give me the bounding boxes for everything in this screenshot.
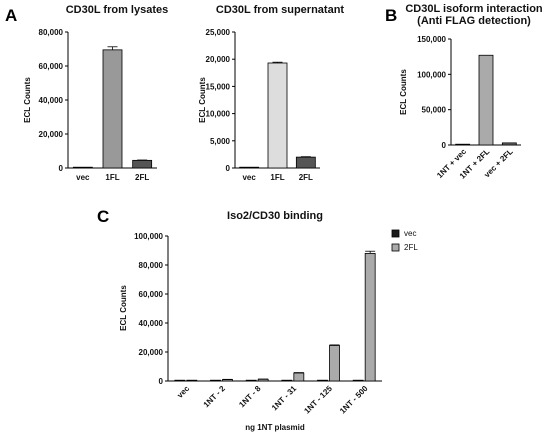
chart1-bar: [132, 159, 153, 169]
chart4-y-tick-label: 80,000: [139, 261, 164, 270]
chart2-y-tick-label: 5,000: [210, 137, 231, 146]
chart3-title: CD30L isoform interaction: [405, 3, 543, 15]
chart4-bar: [317, 379, 328, 382]
chart4-x-axis-label: ng 1NT plasmid: [245, 423, 305, 432]
chart2-x-tick-label: vec: [242, 173, 256, 182]
chart3-y-tick-label: 0: [442, 141, 447, 150]
chart4-legend-label: vec: [404, 229, 416, 238]
chart4-x-tick-label: 1NT - 125: [302, 384, 334, 416]
chart2-bar: [267, 62, 288, 169]
chart3-y-tick-label: 150,000: [417, 35, 446, 44]
chart3-y-axis-label: ECL Counts: [399, 69, 408, 115]
chart2-x-tick-label: 1FL: [270, 173, 284, 182]
chart4-title: Iso2/CD30 binding: [227, 210, 323, 222]
chart4-bar: [174, 379, 186, 382]
chart4-bar: [257, 378, 269, 382]
chart3-bar: [478, 54, 494, 146]
chart1-y-tick-label: 20,000: [39, 130, 64, 139]
panel-letter-a: A: [5, 6, 17, 25]
chart4-x-tick-label: vec: [175, 384, 191, 400]
chart4-y-tick-label: 0: [159, 377, 164, 386]
chart4-x-tick-label: 1NT - 500: [338, 384, 370, 416]
chart2-y-tick-label: 0: [226, 164, 231, 173]
chart4-y-axis-label: ECL Counts: [119, 285, 128, 331]
chart2-y-tick-label: 25,000: [206, 28, 231, 37]
chart1-y-axis-label: ECL Counts: [23, 77, 32, 123]
chart3-y-tick-label: 50,000: [422, 106, 447, 115]
chart1-x-tick-label: vec: [76, 173, 90, 182]
chart1-x-tick-label: 2FL: [135, 173, 149, 182]
chart1-y-tick-label: 0: [59, 164, 64, 173]
chart4-x-tick-label: 1NT - 8: [237, 384, 263, 410]
chart4-y-tick-label: 40,000: [139, 319, 164, 328]
chart2-y-tick-label: 20,000: [206, 55, 231, 64]
chart2-y-tick-label: 15,000: [206, 82, 231, 91]
chart4-y-tick-label: 100,000: [134, 232, 163, 241]
chart4-bar: [364, 252, 376, 382]
chart1-y-tick-label: 60,000: [39, 62, 64, 71]
chart4-bar: [222, 379, 233, 382]
chart2-x-tick-label: 2FL: [299, 173, 313, 182]
chart4-x-tick-label: 1NT - 31: [270, 384, 299, 413]
chart4-bar: [245, 379, 257, 382]
chart4-legend-swatch: [391, 243, 400, 252]
chart4-y-tick-label: 20,000: [139, 348, 164, 357]
chart1-bar: [102, 49, 123, 169]
chart2-title: CD30L from supernatant: [216, 4, 344, 16]
chart4-legend-swatch: [391, 229, 400, 238]
chart3-title: (Anti FLAG detection): [417, 15, 531, 27]
chart4-bar: [210, 379, 221, 382]
chart4-bar: [352, 379, 364, 382]
chart3-y-tick-label: 100,000: [417, 70, 446, 79]
chart4-x-tick-label: 1NT - 2: [202, 384, 228, 410]
panel-letter-c: C: [97, 207, 109, 226]
chart1-title: CD30L from lysates: [66, 4, 169, 16]
chart2-bar: [295, 156, 316, 169]
chart1-y-tick-label: 40,000: [39, 96, 64, 105]
chart1-x-tick-label: 1FL: [105, 173, 119, 182]
chart4-bar: [293, 372, 305, 382]
chart2-y-tick-label: 10,000: [206, 110, 231, 119]
chart3-bar: [455, 143, 471, 146]
chart2-y-axis-label: ECL Counts: [198, 77, 207, 123]
chart4-bar: [281, 379, 293, 382]
chart4-y-tick-label: 60,000: [139, 290, 164, 299]
chart3-bar: [501, 142, 517, 146]
chart4-legend-label: 2FL: [404, 243, 418, 252]
chart1-y-tick-label: 80,000: [39, 28, 64, 37]
chart4-bar: [329, 345, 340, 382]
panel-letter-b: B: [385, 6, 397, 25]
